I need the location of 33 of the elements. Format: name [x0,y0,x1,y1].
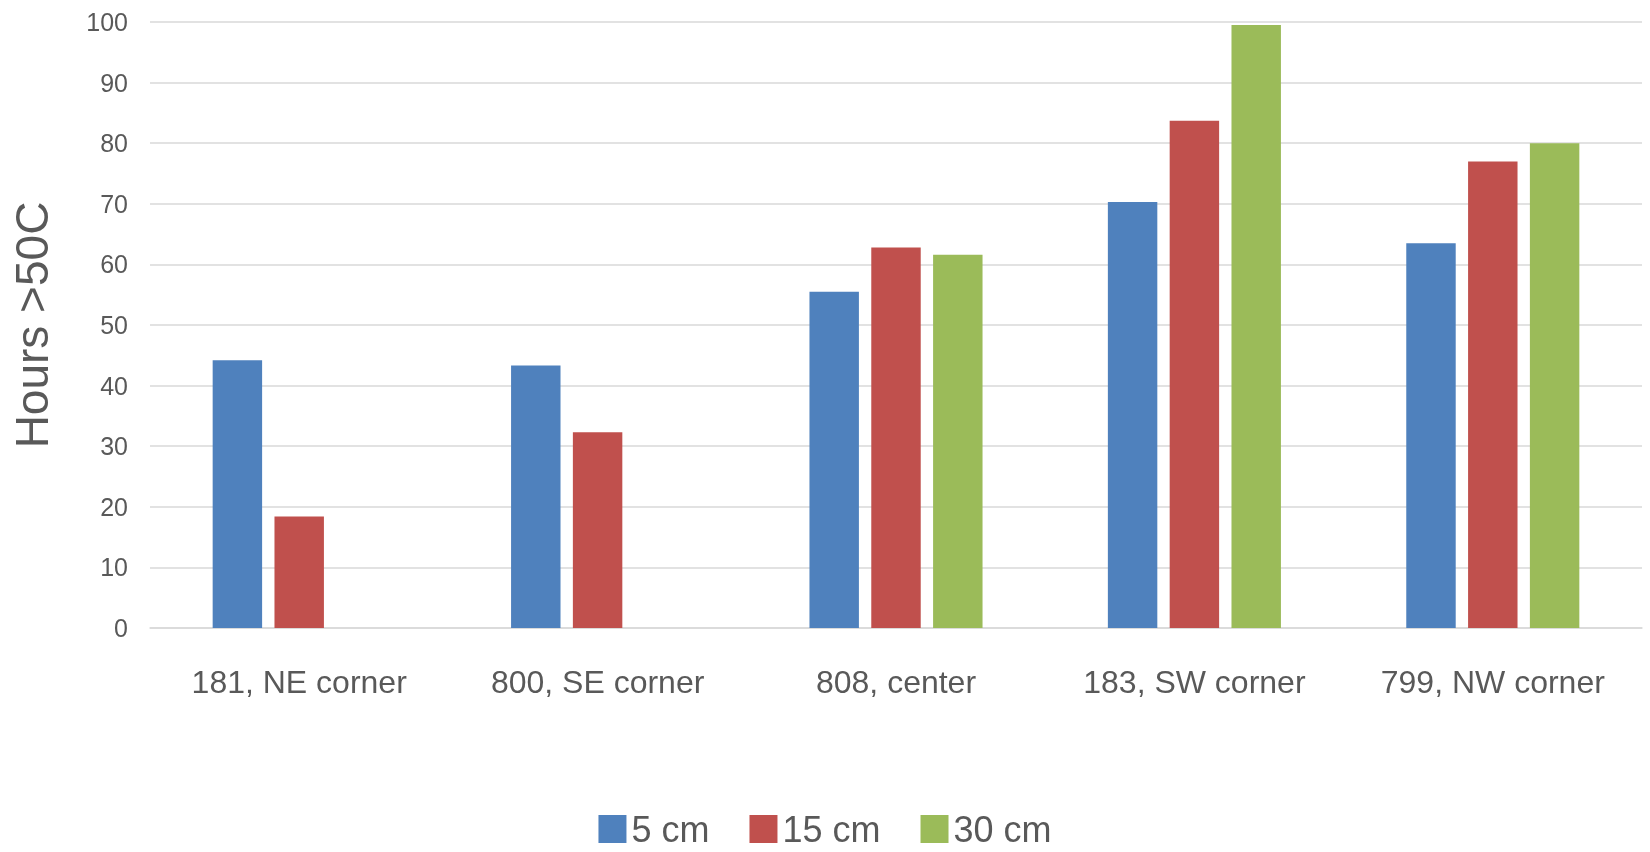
y-tick-label: 30 [100,432,128,461]
bar [871,247,921,628]
bar [1529,143,1580,628]
y-tick-label: 100 [86,8,128,36]
bar [511,365,561,628]
y-tick-label: 0 [114,614,128,642]
y-tick-label: 70 [100,189,128,218]
y-tick-label: 20 [100,492,128,521]
legend-label: 5 cm [631,808,710,850]
bar [212,360,263,628]
bar [274,516,324,628]
bar [572,432,623,628]
bar [809,291,859,628]
bar [1231,25,1281,628]
bar [933,254,983,628]
y-axis-title: Hours >50C [6,201,58,449]
y-tick-label: 50 [100,311,128,339]
x-tick-label: 183, SW corner [1083,664,1306,700]
bar [1169,120,1220,628]
bar [1406,243,1456,628]
y-tick-label: 40 [100,371,128,400]
legend-label: 15 cm [782,808,881,850]
x-tick-label: 800, SE corner [490,664,705,700]
y-tick-label: 60 [100,250,128,279]
x-tick-label: 799, NW corner [1380,664,1606,700]
y-tick-label: 10 [100,553,128,582]
bar [1468,161,1518,628]
x-tick-label: 181, NE corner [191,664,408,700]
y-tick-label: 90 [100,68,128,97]
y-tick-label: 80 [100,129,128,158]
bar [1107,201,1158,628]
legend-label: 30 cm [953,808,1052,850]
x-tick-label: 808, center [815,664,977,700]
